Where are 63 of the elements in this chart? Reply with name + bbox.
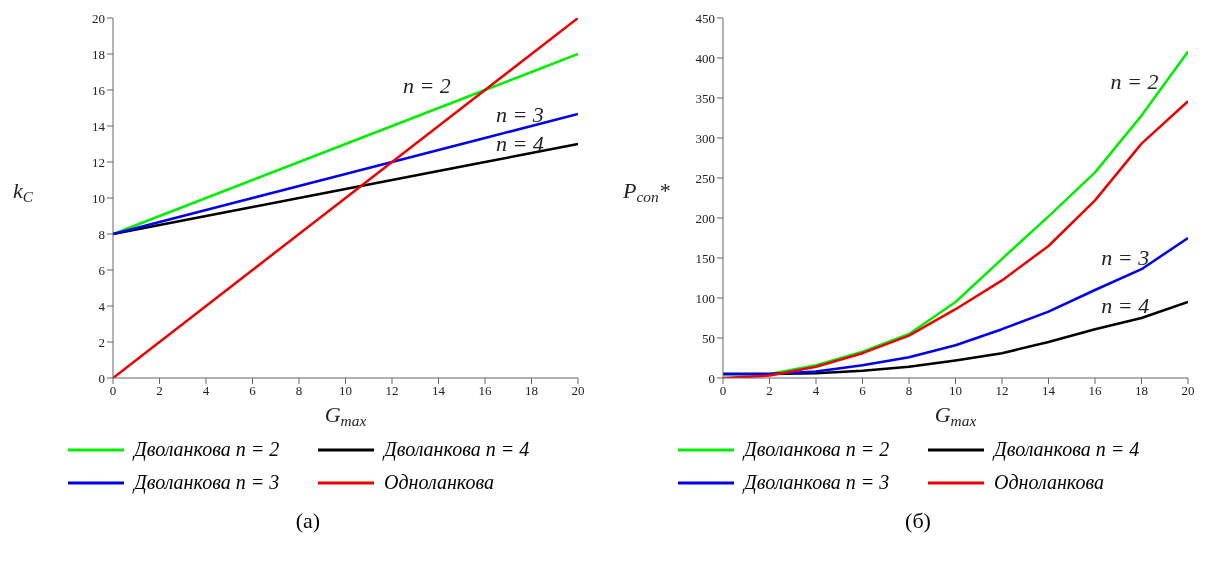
annotation: n = 3 xyxy=(495,102,544,128)
legend-label: Одноланкова xyxy=(994,471,1105,494)
annotation: n = 3 xyxy=(1101,245,1150,271)
legend-label: Одноланкова xyxy=(384,471,495,494)
y-tick-label: 2 xyxy=(98,334,105,350)
x-tick-label: 20 xyxy=(571,383,585,399)
x-tick-label: 0 xyxy=(719,383,727,399)
y-tick-label: 10 xyxy=(92,190,105,206)
y-tick-label: 350 xyxy=(695,90,715,106)
y-tick-label: 12 xyxy=(92,154,105,170)
x-tick-label: 0 xyxy=(109,383,117,399)
x-tick-label: 20 xyxy=(1181,383,1195,399)
x-tick-label: 12 xyxy=(385,383,399,399)
x-tick-label: 8 xyxy=(905,383,913,399)
legend-label: Дволанкова n = 2 xyxy=(744,438,890,461)
x-tick-label: 18 xyxy=(525,383,538,399)
legend-label: Дволанкова n = 4 xyxy=(994,438,1140,461)
x-tick-label: 16 xyxy=(1088,383,1102,399)
x-tick-label: 10 xyxy=(949,383,962,399)
y-tick-label: 150 xyxy=(695,250,715,266)
x-tick-label: 12 xyxy=(995,383,1009,399)
y-tick-label: 0 xyxy=(708,370,715,386)
legend-label: Дволанкова n = 3 xyxy=(744,471,890,494)
y-tick-label: 18 xyxy=(92,46,105,62)
y-tick-label: 14 xyxy=(92,118,106,134)
x-tick-label: 10 xyxy=(339,383,352,399)
y-tick-label: 400 xyxy=(695,50,715,66)
y-tick-label: 200 xyxy=(695,210,715,226)
legend-label: Дволанкова n = 2 xyxy=(134,438,280,461)
annotation: n = 2 xyxy=(402,73,451,99)
legend-label: Дволанкова n = 4 xyxy=(384,438,530,461)
x-tick-label: 4 xyxy=(202,383,210,399)
x-axis-title: G$_{max}$ xyxy=(934,402,977,429)
y-tick-label: 100 xyxy=(695,290,715,306)
y-axis-title: k$_{C}$ xyxy=(13,178,34,205)
y-tick-label: 50 xyxy=(702,330,715,346)
y-tick-label: 300 xyxy=(695,130,715,146)
x-tick-label: 16 xyxy=(478,383,492,399)
x-tick-label: 14 xyxy=(432,383,446,399)
x-tick-label: 8 xyxy=(295,383,303,399)
x-tick-label: 6 xyxy=(249,383,257,399)
y-tick-label: 450 xyxy=(695,10,715,26)
x-tick-label: 6 xyxy=(859,383,867,399)
y-tick-label: 20 xyxy=(92,10,105,26)
annotation: n = 4 xyxy=(1101,293,1150,318)
y-tick-label: 16 xyxy=(92,82,106,98)
x-tick-label: 4 xyxy=(812,383,820,399)
text: (б) xyxy=(904,508,932,534)
x-tick-label: 2 xyxy=(766,383,773,399)
y-tick-label: 0 xyxy=(98,370,105,386)
text: (а) xyxy=(294,508,322,534)
y-tick-label: 6 xyxy=(98,262,106,278)
annotation: n = 2 xyxy=(1110,69,1159,95)
annotation: n = 4 xyxy=(495,131,544,156)
y-axis-title: P$_{con}$* xyxy=(622,178,670,205)
y-tick-label: 8 xyxy=(98,226,105,242)
x-tick-label: 18 xyxy=(1135,383,1148,399)
x-tick-label: 14 xyxy=(1042,383,1056,399)
legend-label: Дволанкова n = 3 xyxy=(134,471,280,494)
y-tick-label: 250 xyxy=(695,170,715,186)
x-axis-title: G$_{max}$ xyxy=(324,402,367,429)
x-tick-label: 2 xyxy=(156,383,163,399)
y-tick-label: 4 xyxy=(98,298,106,314)
